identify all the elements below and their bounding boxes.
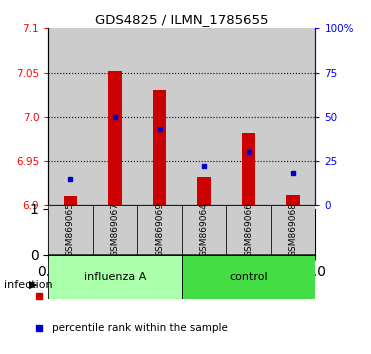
Text: percentile rank within the sample: percentile rank within the sample bbox=[52, 323, 228, 333]
Bar bbox=[48, 28, 93, 205]
Bar bbox=[48, 205, 93, 254]
Bar bbox=[93, 205, 137, 254]
Bar bbox=[153, 90, 166, 205]
Text: ▶: ▶ bbox=[29, 280, 37, 290]
Text: GSM869067: GSM869067 bbox=[111, 202, 119, 257]
Bar bbox=[93, 28, 137, 205]
Bar bbox=[64, 196, 77, 205]
Text: influenza A: influenza A bbox=[84, 272, 146, 282]
Bar bbox=[182, 28, 226, 205]
Bar bbox=[271, 205, 315, 254]
Bar bbox=[182, 255, 315, 299]
Text: GSM869069: GSM869069 bbox=[155, 202, 164, 257]
Text: transformed count: transformed count bbox=[52, 291, 149, 301]
Bar bbox=[242, 133, 255, 205]
Text: GSM869064: GSM869064 bbox=[200, 202, 209, 257]
Bar bbox=[197, 177, 211, 205]
Bar bbox=[271, 28, 315, 205]
Bar bbox=[48, 255, 182, 299]
Bar bbox=[108, 71, 122, 205]
Text: GSM869065: GSM869065 bbox=[66, 202, 75, 257]
Bar bbox=[137, 205, 182, 254]
Bar bbox=[226, 28, 271, 205]
Text: control: control bbox=[229, 272, 268, 282]
Bar bbox=[182, 205, 226, 254]
Bar bbox=[137, 28, 182, 205]
Title: GDS4825 / ILMN_1785655: GDS4825 / ILMN_1785655 bbox=[95, 13, 269, 26]
Text: infection: infection bbox=[4, 280, 52, 290]
Bar bbox=[286, 195, 300, 205]
Text: GSM869066: GSM869066 bbox=[244, 202, 253, 257]
Bar bbox=[226, 205, 271, 254]
Text: GSM869068: GSM869068 bbox=[289, 202, 298, 257]
